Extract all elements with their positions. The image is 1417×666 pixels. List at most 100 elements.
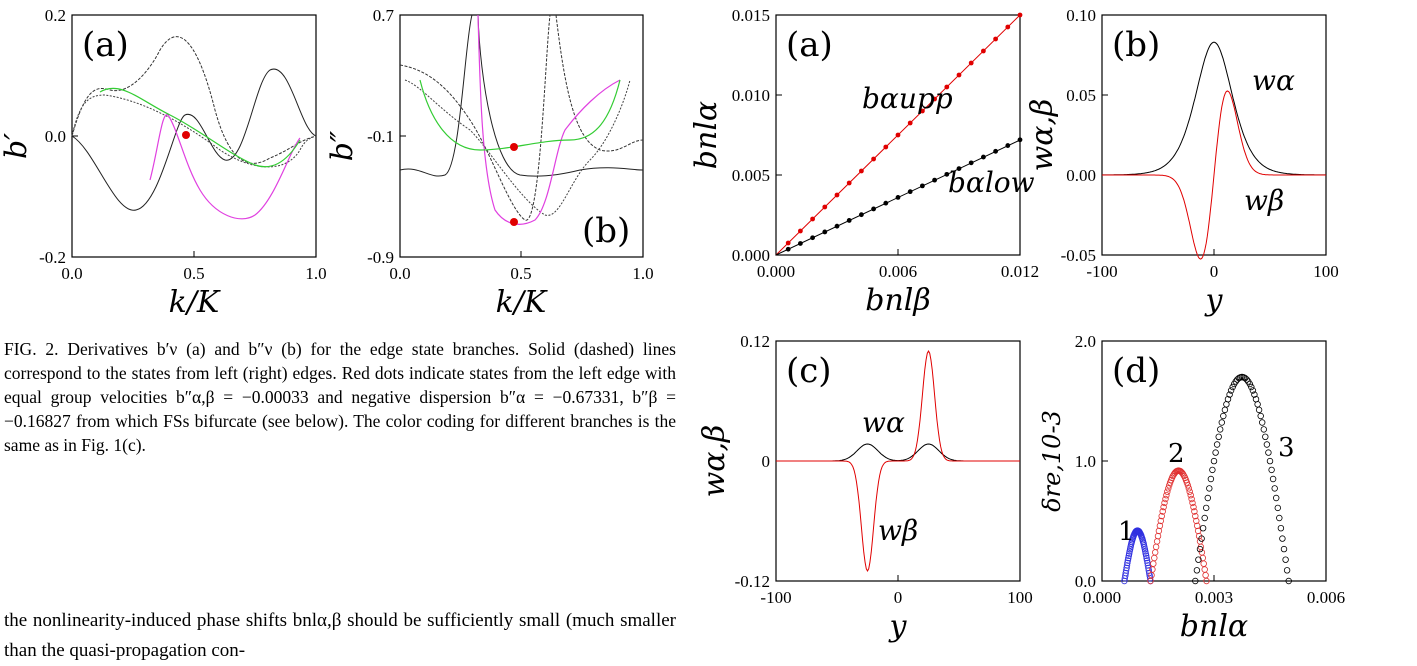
data-point	[1248, 383, 1255, 391]
data-point	[968, 60, 974, 66]
y-tick: 0.12	[740, 332, 770, 351]
data-point	[1192, 512, 1199, 520]
data-point	[1221, 406, 1229, 414]
x-tick: 0.5	[510, 264, 531, 283]
y-tick: -0.2	[39, 248, 66, 267]
x-tick: 1.0	[632, 264, 653, 283]
x-tick: 0.006	[1307, 588, 1345, 607]
data-point	[1212, 449, 1219, 456]
data-point	[785, 240, 791, 246]
y-tick: 0.0	[1075, 572, 1096, 591]
red-dot	[510, 143, 518, 151]
data-point	[871, 156, 876, 162]
data-point	[1204, 494, 1211, 502]
data-point	[1163, 492, 1170, 499]
y-axis-label: wα,β	[697, 425, 732, 498]
panel-label: (b)	[582, 211, 630, 251]
data-point	[1220, 412, 1227, 420]
data-point	[956, 166, 962, 172]
data-point	[1243, 376, 1250, 383]
data-point	[1183, 479, 1191, 486]
data-point	[1206, 485, 1213, 492]
curve-magenta	[477, 14, 621, 225]
data-point	[846, 218, 852, 223]
curve-green	[419, 79, 621, 151]
data-point	[1251, 391, 1258, 398]
data-point	[1193, 567, 1201, 574]
data-point	[932, 177, 937, 183]
y-tick: 1.0	[1075, 452, 1096, 471]
x-tick: 0	[1210, 262, 1219, 281]
data-point	[1283, 567, 1291, 574]
data-point	[1268, 466, 1275, 474]
data-point	[1005, 24, 1011, 30]
curve-label-1: 1	[1118, 517, 1135, 547]
data-point	[920, 108, 925, 114]
curve-label-2: 2	[1168, 439, 1185, 469]
curve-dashed-2	[71, 94, 317, 168]
data-point	[944, 84, 950, 90]
x-tick: 100	[1007, 588, 1033, 607]
data-point	[1151, 549, 1159, 556]
data-point	[822, 204, 828, 210]
data-point	[1123, 564, 1130, 572]
y-axis-label: δre,10-3	[1038, 410, 1066, 512]
data-point	[1185, 485, 1192, 492]
data-point	[1215, 433, 1222, 440]
y-tick: -0.05	[1061, 246, 1096, 265]
data-point	[1198, 535, 1205, 542]
data-point	[981, 48, 986, 54]
data-point	[1272, 494, 1280, 502]
data-point	[895, 195, 901, 200]
x-axis-label: k/K	[169, 285, 221, 320]
data-point	[1152, 543, 1160, 551]
figure-caption: FIG. 2. Derivatives b′ν (a) and b″ν (b) …	[4, 339, 676, 455]
data-point	[1266, 457, 1274, 465]
data-point	[1125, 552, 1132, 559]
annotation-low: bαlow	[948, 166, 1035, 199]
data-point	[1155, 527, 1163, 535]
data-point	[1191, 508, 1198, 515]
x-tick: 0	[894, 588, 903, 607]
x-tick: 0.000	[757, 262, 795, 281]
x-axis-label: y	[888, 609, 908, 644]
panel-label: (b)	[1112, 25, 1160, 65]
data-point	[846, 180, 852, 186]
x-axis-label: bnlβ	[865, 283, 930, 318]
series-w-alpha	[1102, 41, 1326, 176]
data-point	[1202, 504, 1210, 512]
data-point	[1145, 564, 1152, 572]
y-tick: 0.00	[1066, 166, 1096, 185]
data-point	[798, 228, 803, 234]
x-tick: -100	[760, 588, 791, 607]
data-point	[1195, 556, 1202, 563]
data-point	[1257, 412, 1264, 420]
x-tick: 0.0	[61, 264, 82, 283]
data-point	[993, 36, 998, 42]
data-point	[1258, 419, 1266, 426]
data-point	[968, 160, 974, 166]
y-tick: 0.005	[732, 166, 770, 185]
data-point	[981, 154, 986, 160]
x-tick: 0.012	[1001, 262, 1039, 281]
data-point	[1285, 577, 1292, 585]
data-point	[859, 168, 864, 174]
data-point	[920, 183, 925, 189]
data-point	[1189, 499, 1196, 507]
data-point	[1123, 562, 1131, 569]
annotation-w-alpha: wα	[862, 406, 905, 439]
data-point	[1179, 471, 1187, 478]
panel-label: (a)	[82, 25, 129, 65]
data-point	[1260, 426, 1267, 433]
x-tick: 100	[1313, 262, 1339, 281]
data-point	[1262, 433, 1269, 440]
y-tick: 2.0	[1075, 332, 1096, 351]
data-point	[1282, 556, 1289, 563]
data-point	[1193, 517, 1200, 525]
data-point	[1200, 560, 1207, 567]
data-point	[1186, 488, 1193, 495]
